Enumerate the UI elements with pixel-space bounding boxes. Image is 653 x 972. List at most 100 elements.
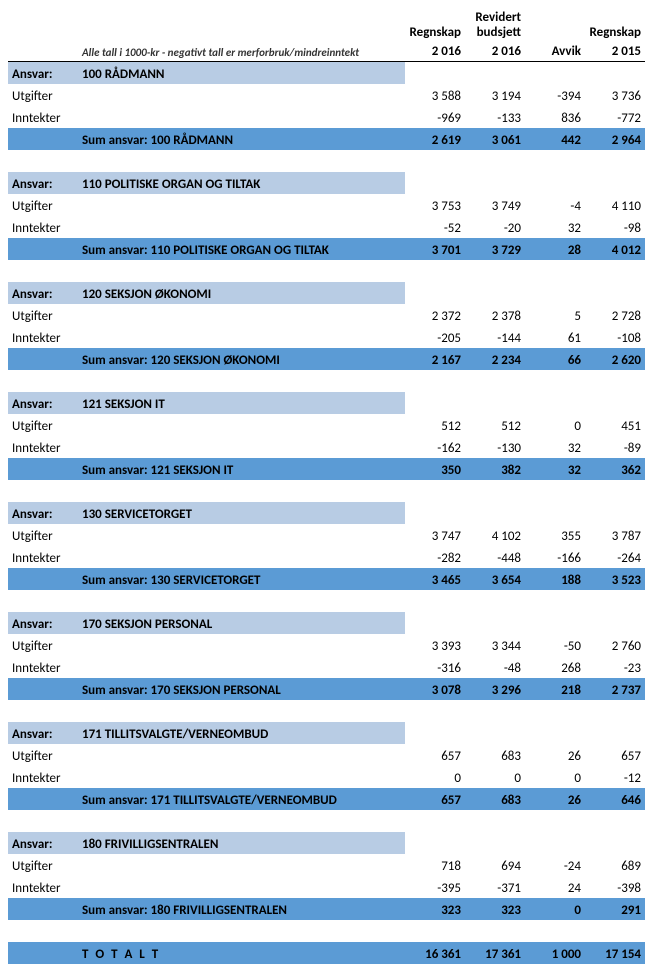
sum-r15: 2 737 (585, 678, 645, 700)
sum-avvik: 442 (525, 128, 585, 150)
inntekter-avvik: 24 (525, 876, 585, 898)
sum-avvik: 188 (525, 568, 585, 590)
sum-rb16: 2 234 (465, 348, 525, 370)
sum-avvik: 28 (525, 238, 585, 260)
ansvar-label: Ansvar: (8, 172, 78, 194)
inntekter-rb16: -133 (465, 106, 525, 128)
inntekter-r15: -264 (585, 546, 645, 568)
utgifter-label: Utgifter (8, 414, 78, 436)
sum-avvik: 0 (525, 898, 585, 920)
utgifter-rb16: 3 749 (465, 194, 525, 216)
sum-rb16: 3 061 (465, 128, 525, 150)
utgifter-r15: 3 736 (585, 84, 645, 106)
header-regnskap-a: Regnskap (405, 8, 465, 42)
sum-rb16: 3 729 (465, 238, 525, 260)
inntekter-label: Inntekter (8, 326, 78, 348)
utgifter-label: Utgifter (8, 634, 78, 656)
utgifter-avvik: -4 (525, 194, 585, 216)
utgifter-r16: 657 (405, 744, 465, 766)
total-label: T O T A L T (78, 942, 405, 964)
utgifter-rb16: 2 378 (465, 304, 525, 326)
sum-label: Sum ansvar: 120 SEKSJON ØKONOMI (78, 348, 405, 370)
inntekter-r15: -98 (585, 216, 645, 238)
inntekter-r15: -89 (585, 436, 645, 458)
inntekter-rb16: 0 (465, 766, 525, 788)
utgifter-r16: 512 (405, 414, 465, 436)
ansvar-label: Ansvar: (8, 62, 78, 85)
sum-rb16: 3 296 (465, 678, 525, 700)
budget-table: Alle tall i 1000-kr - negativt tall er m… (8, 8, 645, 964)
inntekter-r15: -398 (585, 876, 645, 898)
utgifter-r16: 3 393 (405, 634, 465, 656)
inntekter-avvik: 268 (525, 656, 585, 678)
utgifter-label: Utgifter (8, 194, 78, 216)
inntekter-avvik: 836 (525, 106, 585, 128)
inntekter-r16: -316 (405, 656, 465, 678)
utgifter-r15: 2 760 (585, 634, 645, 656)
inntekter-avvik: 61 (525, 326, 585, 348)
inntekter-rb16: -48 (465, 656, 525, 678)
inntekter-rb16: -448 (465, 546, 525, 568)
inntekter-avvik: 32 (525, 436, 585, 458)
sum-r15: 3 523 (585, 568, 645, 590)
total-r15: 17 154 (585, 942, 645, 964)
inntekter-r16: -282 (405, 546, 465, 568)
inntekter-r16: 0 (405, 766, 465, 788)
inntekter-label: Inntekter (8, 656, 78, 678)
utgifter-r16: 718 (405, 854, 465, 876)
sum-label: Sum ansvar: 121 SEKSJON IT (78, 458, 405, 480)
utgifter-r15: 657 (585, 744, 645, 766)
sum-r16: 657 (405, 788, 465, 810)
sum-label: Sum ansvar: 100 RÅDMANN (78, 128, 405, 150)
utgifter-rb16: 3 194 (465, 84, 525, 106)
sum-r16: 2 619 (405, 128, 465, 150)
ansvar-title: 170 SEKSJON PERSONAL (78, 612, 405, 634)
inntekter-rb16: -371 (465, 876, 525, 898)
inntekter-r15: -772 (585, 106, 645, 128)
sum-r16: 3 465 (405, 568, 465, 590)
inntekter-label: Inntekter (8, 436, 78, 458)
sum-avvik: 26 (525, 788, 585, 810)
ansvar-title: 110 POLITISKE ORGAN OG TILTAK (78, 172, 405, 194)
utgifter-r15: 451 (585, 414, 645, 436)
ansvar-title: 100 RÅDMANN (78, 62, 405, 85)
sum-r16: 323 (405, 898, 465, 920)
header-regnskap-b-year: 2 015 (585, 42, 645, 62)
sum-r15: 362 (585, 458, 645, 480)
ansvar-label: Ansvar: (8, 612, 78, 634)
sum-rb16: 683 (465, 788, 525, 810)
total-avvik: 1 000 (525, 942, 585, 964)
sum-r15: 4 012 (585, 238, 645, 260)
utgifter-r15: 4 110 (585, 194, 645, 216)
utgifter-avvik: 5 (525, 304, 585, 326)
sum-r15: 646 (585, 788, 645, 810)
utgifter-rb16: 512 (465, 414, 525, 436)
ansvar-title: 121 SEKSJON IT (78, 392, 405, 414)
inntekter-rb16: -144 (465, 326, 525, 348)
sum-label: Sum ansvar: 180 FRIVILLIGSENTRALEN (78, 898, 405, 920)
inntekter-avvik: 0 (525, 766, 585, 788)
sum-avvik: 32 (525, 458, 585, 480)
utgifter-rb16: 4 102 (465, 524, 525, 546)
utgifter-label: Utgifter (8, 304, 78, 326)
utgifter-avvik: -394 (525, 84, 585, 106)
sum-avvik: 66 (525, 348, 585, 370)
inntekter-label: Inntekter (8, 106, 78, 128)
utgifter-label: Utgifter (8, 84, 78, 106)
header-regnskap-a-year: 2 016 (405, 42, 465, 62)
utgifter-r16: 3 747 (405, 524, 465, 546)
header-regnskap-b: Regnskap (585, 8, 645, 42)
sum-label: Sum ansvar: 110 POLITISKE ORGAN OG TILTA… (78, 238, 405, 260)
header-avvik (525, 8, 585, 42)
inntekter-label: Inntekter (8, 876, 78, 898)
inntekter-r16: -969 (405, 106, 465, 128)
sum-label: Sum ansvar: 171 TILLITSVALGTE/VERNEOMBUD (78, 788, 405, 810)
utgifter-r15: 2 728 (585, 304, 645, 326)
inntekter-r15: -23 (585, 656, 645, 678)
utgifter-rb16: 694 (465, 854, 525, 876)
ansvar-label: Ansvar: (8, 502, 78, 524)
sum-rb16: 3 654 (465, 568, 525, 590)
header-revidert-year: 2 016 (465, 42, 525, 62)
sum-label: Sum ansvar: 170 SEKSJON PERSONAL (78, 678, 405, 700)
sum-r15: 291 (585, 898, 645, 920)
